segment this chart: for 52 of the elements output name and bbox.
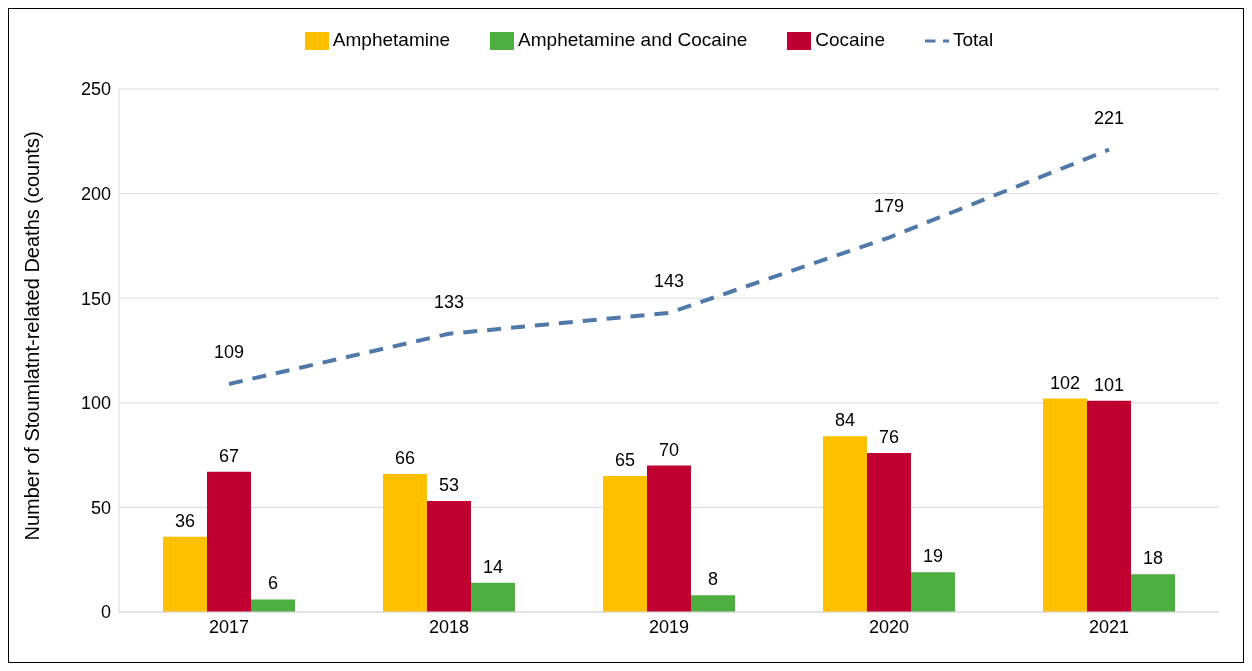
y-tick-label: 250 (80, 79, 111, 100)
data-label: 109 (213, 341, 245, 362)
y-tick-label: 200 (80, 183, 111, 204)
data-label: 221 (1093, 107, 1125, 128)
data-label: 102 (1049, 372, 1081, 393)
bar (867, 453, 911, 612)
bar (1043, 398, 1087, 612)
y-tick-label: 100 (80, 393, 111, 414)
data-label: 19 (922, 546, 944, 567)
bar (1131, 574, 1175, 612)
x-tick-label: 2018 (428, 616, 470, 637)
y-tick-label: 0 (100, 602, 111, 623)
bar (163, 536, 207, 612)
bar (911, 572, 955, 612)
legend-label: Amphetamine (332, 29, 451, 51)
bar (1087, 400, 1131, 612)
data-label: 101 (1093, 374, 1125, 395)
data-label: 6 (267, 573, 279, 594)
data-label: 8 (707, 569, 719, 590)
data-label: 67 (218, 445, 240, 466)
data-label: 18 (1142, 548, 1164, 569)
y-axis-title: Number of Stoumlatnt-related Deaths (counts) (21, 131, 44, 541)
data-label: 53 (438, 475, 460, 496)
y-tick-label: 150 (80, 288, 111, 309)
bar (647, 465, 691, 612)
bar (207, 471, 251, 612)
x-tick-label: 2017 (208, 616, 250, 637)
data-label: 65 (614, 450, 636, 471)
legend-label: Total (953, 29, 994, 51)
x-tick-label: 2019 (648, 616, 690, 637)
data-label: 179 (873, 195, 905, 216)
y-tick-label: 50 (90, 497, 111, 518)
data-label: 70 (658, 439, 680, 460)
x-tick-label: 2021 (1088, 616, 1130, 637)
bar (251, 599, 295, 612)
data-label: 66 (394, 447, 416, 468)
bar (691, 595, 735, 612)
data-label: 36 (174, 510, 196, 531)
bar (603, 476, 647, 612)
bar (383, 473, 427, 612)
data-label: 133 (433, 291, 465, 312)
legend-label: Cocaine (815, 29, 885, 51)
data-label: 14 (482, 556, 504, 577)
bar (823, 436, 867, 612)
chart-frame: Amphetamine Amphetamine and Cocaine Cocaine Total 2017 2018 2019 2020 2021 0 50 100 150 200 250 Number of Stoumlatnt-related Deaths (counts) 36 66 65 84 102 67 53 70 76 101 6 14 8 19 18 109 133 143 179 221 (8, 8, 1244, 663)
x-tick-label: 2020 (868, 616, 910, 637)
bar (427, 501, 471, 612)
legend-label: Amphetamine and Cocaine (518, 29, 748, 51)
data-label: 84 (834, 410, 856, 431)
data-label: 143 (653, 270, 685, 291)
data-label: 76 (878, 427, 900, 448)
bar (471, 582, 515, 612)
